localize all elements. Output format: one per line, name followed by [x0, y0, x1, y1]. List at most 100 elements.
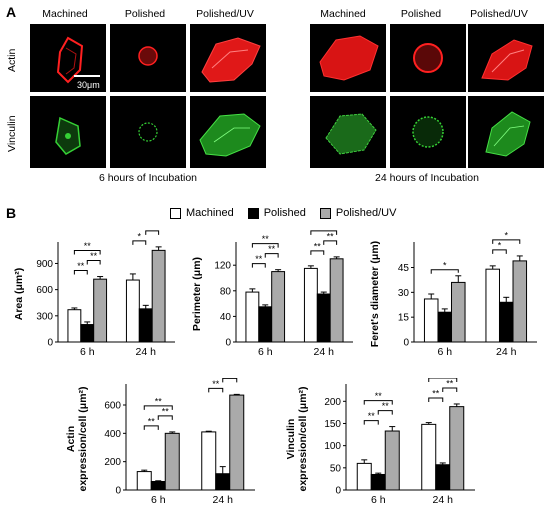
bar [512, 260, 528, 343]
y-axis-label: expression/cell (μm²) [297, 386, 309, 491]
micrograph-vinculin-machined-6h [30, 96, 106, 168]
significance-label: * [443, 260, 447, 270]
column-header-polished-uv-6h: Polished/UV [196, 8, 254, 20]
micrograph-actin-polished-6h [110, 24, 186, 92]
significance-label: ** [262, 234, 270, 244]
significance-label: ** [162, 406, 170, 416]
significance-label: ** [268, 244, 276, 254]
y-axis-label: expression/cell (μm²) [77, 386, 89, 491]
y-tick-label: 0 [403, 338, 409, 349]
bar [485, 268, 500, 343]
significance-bracket [377, 410, 393, 415]
y-tick-label: 0 [225, 338, 231, 349]
bar [67, 309, 82, 343]
y-tick-label: 150 [324, 419, 341, 430]
y-tick-label: 45 [398, 263, 410, 274]
legend-swatch-machined [170, 207, 181, 219]
legend-item-machined: Machined [170, 207, 234, 219]
significance-bracket [73, 270, 88, 275]
bar [201, 431, 217, 491]
bar [449, 406, 465, 491]
bar [498, 301, 514, 343]
significance-bracket [157, 415, 173, 420]
significance-label: ** [327, 231, 335, 241]
significance-label: ** [148, 416, 156, 426]
y-axis-label: Vinculin [285, 419, 297, 460]
bar [245, 291, 260, 343]
legend-swatch-polished-uv [319, 207, 331, 219]
column-header-machined-6h: Machined [42, 8, 88, 20]
micrograph-actin-machined-6h: 30μm [30, 24, 106, 92]
y-axis-label: Area (μm²) [13, 268, 25, 321]
y-tick-label: 50 [330, 463, 342, 474]
scale-bar [74, 75, 100, 77]
row-label-actin: Actin [6, 48, 18, 72]
bar [437, 311, 453, 343]
significance-label: ** [314, 241, 322, 251]
y-tick-label: 600 [36, 285, 53, 296]
bar [303, 267, 318, 343]
column-header-polished-24h: Polished [400, 8, 442, 20]
y-tick-label: 200 [104, 457, 121, 468]
bar [316, 293, 331, 343]
y-tick-label: 40 [220, 312, 232, 323]
bar [370, 473, 386, 491]
significance-bracket [323, 240, 338, 245]
x-tick-label: 24 h [314, 346, 335, 358]
y-axis-label: Feret's diameter (μm) [369, 241, 381, 347]
significance-bracket [310, 250, 325, 255]
legend: Machined Polished Polished/UV [170, 207, 410, 219]
column-header-polished-uv-24h: Polished/UV [470, 8, 528, 20]
significance-bracket [492, 249, 507, 254]
significance-label: * [138, 231, 142, 241]
significance-label: ** [226, 378, 234, 379]
column-header-machined-24h: Machined [320, 8, 366, 20]
micrograph-vinculin-polished-24h [390, 96, 466, 168]
x-tick-label: 24 h [433, 494, 454, 506]
significance-bracket [143, 405, 173, 410]
significance-bracket [132, 240, 147, 245]
micrograph-vinculin-polished-uv-24h [468, 96, 544, 168]
x-tick-label: 24 h [136, 346, 157, 358]
significance-label: * [322, 228, 326, 231]
y-tick-label: 300 [36, 311, 53, 322]
significance-bracket [363, 420, 379, 425]
significance-bracket [222, 378, 238, 383]
y-tick-label: 0 [115, 486, 121, 497]
bar [125, 279, 140, 343]
significance-bracket [442, 387, 458, 392]
significance-bracket [251, 243, 279, 248]
micrograph-vinculin-polished-6h [110, 96, 186, 168]
significance-label: * [498, 240, 502, 250]
incubation-label-24h: 24 hours of Incubation [375, 172, 479, 184]
incubation-label-6h: 6 hours of Incubation [98, 172, 198, 184]
micrograph-actin-polished-uv-24h [468, 24, 544, 92]
significance-bracket [428, 378, 458, 382]
significance-label: ** [149, 228, 157, 231]
bar [384, 430, 400, 491]
y-tick-label: 30 [398, 288, 410, 299]
panel-b-label: B [6, 205, 17, 221]
significance-bracket [208, 387, 224, 393]
y-axis-label: Perimeter (μm) [191, 257, 203, 331]
bar [356, 462, 372, 491]
significance-bracket [143, 425, 159, 430]
significance-bracket [86, 260, 101, 265]
column-header-polished-6h: Polished [124, 8, 166, 20]
panel-a-label: A [6, 4, 17, 20]
significance-label: ** [212, 379, 220, 389]
legend-item-polished-uv: Polished/UV [319, 207, 396, 219]
x-tick-label: 24 h [213, 494, 234, 506]
significance-label: ** [77, 261, 85, 271]
legend-item-polished: Polished [247, 207, 306, 219]
x-tick-label: 6 h [437, 346, 452, 358]
significance-bracket [363, 400, 393, 405]
significance-label: ** [375, 391, 383, 401]
bar [93, 278, 108, 343]
significance-bracket [428, 397, 444, 402]
bar [421, 423, 437, 491]
significance-label: ** [432, 388, 440, 398]
y-tick-label: 900 [36, 259, 53, 270]
